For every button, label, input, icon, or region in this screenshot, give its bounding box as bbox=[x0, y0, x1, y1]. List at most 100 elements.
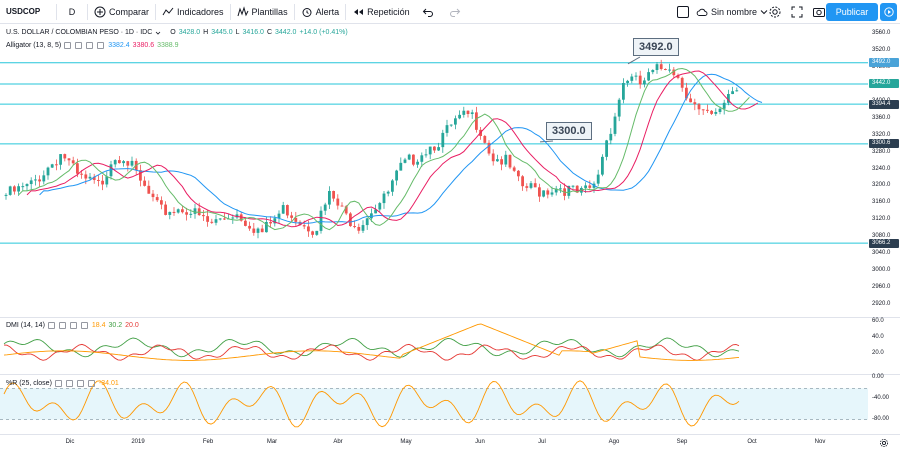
candle-body bbox=[550, 192, 554, 195]
dmi-plus-value: 30.2 bbox=[108, 322, 123, 329]
candle-body bbox=[361, 225, 365, 231]
indicators-button[interactable]: Indicadores bbox=[156, 0, 230, 24]
ohlc-open-label: O bbox=[170, 29, 176, 36]
candle-body bbox=[634, 75, 638, 77]
price-tag[interactable]: 3066.2 bbox=[869, 238, 899, 248]
alligator-legend-row[interactable]: Alligator (13, 8, 5) 3382.4 3380.6 3388.… bbox=[6, 42, 179, 49]
candle-body bbox=[260, 228, 264, 233]
symbol-search[interactable]: USDCOP bbox=[6, 7, 41, 16]
publish-button[interactable]: Publicar bbox=[826, 3, 878, 21]
wr-axis[interactable]: 0.00 -40.00 -80.00 bbox=[868, 374, 900, 434]
candle-body bbox=[395, 170, 398, 181]
settings-icon[interactable] bbox=[65, 380, 73, 387]
pane-divider[interactable] bbox=[0, 374, 900, 375]
candle-body bbox=[307, 226, 310, 232]
rewind-icon bbox=[354, 8, 364, 15]
dmi-legend-row[interactable]: DMI (14, 14) 18.4 30.2 20.0 bbox=[6, 322, 139, 329]
candle-body bbox=[353, 226, 356, 228]
ohlc-low-label: L bbox=[235, 29, 240, 36]
settings-button[interactable] bbox=[768, 5, 782, 21]
candle-body bbox=[214, 219, 218, 223]
axis-settings-button[interactable] bbox=[868, 434, 900, 450]
pane-divider[interactable] bbox=[0, 317, 900, 318]
candle-body bbox=[659, 64, 663, 69]
price-tag[interactable]: 3394.4 bbox=[869, 99, 899, 109]
templates-button[interactable]: Plantillas bbox=[231, 0, 294, 24]
price-tick-label: 3000.0 bbox=[872, 267, 891, 274]
candle-body bbox=[168, 211, 172, 215]
settings-icon[interactable] bbox=[58, 322, 66, 329]
candle-body bbox=[718, 108, 722, 112]
time-tick-label: Jul bbox=[538, 439, 546, 445]
price-callout-mid[interactable]: 3300.0 bbox=[546, 122, 592, 140]
top-toolbar: USDCOP D Comparar Indicadores Plantillas… bbox=[0, 0, 900, 24]
price-tick-label: 3240.0 bbox=[872, 165, 891, 172]
price-tick-label: 3360.0 bbox=[872, 114, 891, 121]
candle-body bbox=[231, 217, 235, 219]
more-icon[interactable] bbox=[97, 42, 105, 49]
alert-button[interactable]: Alerta bbox=[295, 0, 346, 24]
price-callout-high[interactable]: 3492.0 bbox=[633, 38, 679, 56]
undo-button[interactable] bbox=[416, 0, 443, 24]
play-button[interactable] bbox=[880, 3, 897, 21]
redo-icon bbox=[449, 8, 460, 17]
dmi-axis[interactable]: 60.0 40.0 20.0 bbox=[868, 318, 900, 374]
candle-body bbox=[29, 180, 33, 185]
candle-body bbox=[193, 208, 197, 214]
settings-icon[interactable] bbox=[75, 42, 83, 49]
layout-name-dropdown[interactable]: Sin nombre bbox=[696, 0, 768, 24]
candle-body bbox=[189, 213, 193, 215]
price-tag[interactable]: 3442.0 bbox=[869, 79, 899, 89]
indicators-icon bbox=[162, 7, 174, 15]
wr-line bbox=[3, 380, 740, 428]
candle-body bbox=[55, 164, 58, 166]
candle-body bbox=[315, 230, 319, 235]
compare-button[interactable]: Comparar bbox=[88, 0, 155, 24]
candle-body bbox=[399, 162, 403, 171]
wr-legend-row[interactable]: %R (25, close) -34.01 bbox=[6, 380, 119, 387]
price-axis[interactable]: 3560.03520.03480.03440.03400.03360.03320… bbox=[868, 24, 900, 317]
candle-body bbox=[336, 198, 340, 206]
price-chart-canvas[interactable] bbox=[0, 24, 868, 317]
camera-icon bbox=[813, 8, 825, 17]
dmi-minus-value: 20.0 bbox=[125, 322, 139, 329]
eye-icon[interactable] bbox=[54, 380, 62, 387]
candle-body bbox=[277, 213, 281, 219]
candle-body bbox=[529, 183, 533, 188]
more-icon[interactable] bbox=[80, 322, 88, 329]
dmi-adx-value: 18.4 bbox=[91, 322, 106, 329]
price-tag[interactable]: 3492.0 bbox=[869, 58, 899, 68]
redo-button[interactable] bbox=[443, 0, 470, 24]
select-checkbox[interactable] bbox=[676, 5, 690, 21]
candle-body bbox=[164, 204, 167, 215]
dmi-canvas[interactable] bbox=[0, 318, 868, 374]
candle-body bbox=[147, 185, 151, 194]
candle-body bbox=[4, 194, 8, 196]
williams-r-canvas[interactable] bbox=[0, 375, 868, 434]
time-axis[interactable]: Dic 2019 Feb Mar Abr May Jun Jul Ago Sep Oct Nov bbox=[0, 434, 868, 450]
candle-body bbox=[508, 154, 512, 168]
price-chart-pane[interactable]: U.S. DOLLAR / COLOMBIAN PESO · 1D · IDC … bbox=[0, 24, 868, 317]
candle-body bbox=[433, 146, 436, 151]
interval-selector[interactable]: D bbox=[68, 6, 76, 17]
snapshot-button[interactable] bbox=[812, 5, 826, 21]
close-icon[interactable] bbox=[86, 42, 94, 49]
price-tick-label: 2960.0 bbox=[872, 284, 891, 291]
close-icon[interactable] bbox=[69, 322, 77, 329]
time-tick-label: Abr bbox=[333, 439, 343, 445]
price-tag[interactable]: 3300.6 bbox=[869, 139, 899, 149]
more-icon[interactable] bbox=[87, 380, 95, 387]
candle-body bbox=[181, 209, 184, 213]
time-tick-label: 2019 bbox=[131, 439, 145, 445]
price-tick-label: 3080.0 bbox=[872, 233, 891, 240]
fullscreen-button[interactable] bbox=[790, 5, 804, 21]
dmi-pane[interactable]: DMI (14, 14) 18.4 30.2 20.0 bbox=[0, 318, 868, 374]
eye-icon[interactable] bbox=[47, 322, 55, 329]
close-icon[interactable] bbox=[76, 380, 84, 387]
candle-body bbox=[622, 82, 625, 100]
eye-icon[interactable] bbox=[64, 42, 72, 49]
replay-button[interactable]: Repetición bbox=[346, 0, 416, 24]
williams-r-pane[interactable]: %R (25, close) -34.01 bbox=[0, 375, 868, 434]
chevron-down-icon[interactable] bbox=[155, 30, 161, 36]
candle-body bbox=[176, 209, 180, 213]
